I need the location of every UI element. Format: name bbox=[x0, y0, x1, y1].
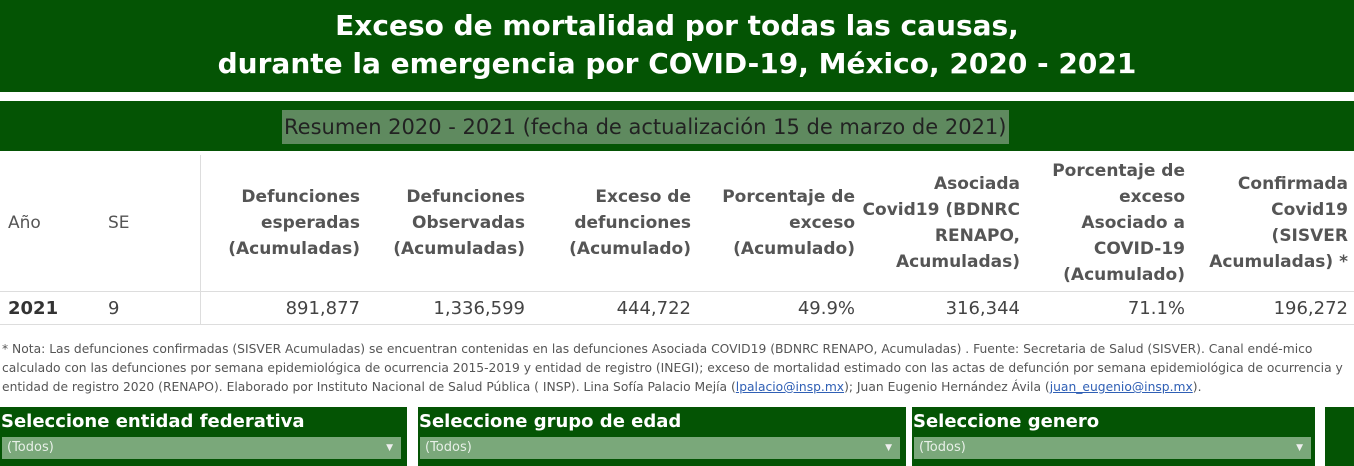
entidad-select-value: (Todos) bbox=[7, 440, 54, 455]
entidad-select[interactable]: (Todos) ▼ bbox=[2, 437, 401, 459]
filter-panel-edge bbox=[1325, 407, 1354, 466]
title-line-2: durante la emergencia por COVID-19, Méxi… bbox=[217, 47, 1137, 80]
table-row: 2021 9 891,877 1,336,599 444,722 49.9% 3… bbox=[0, 291, 1354, 325]
genero-select-value: (Todos) bbox=[919, 440, 966, 455]
dashboard-title: Exceso de mortalidad por todas las causa… bbox=[0, 0, 1354, 92]
filter-entidad: Seleccione entidad federativa (Todos) ▼ bbox=[0, 407, 407, 466]
email-link-palacio[interactable]: lpalacio@insp.mx bbox=[735, 380, 845, 394]
footnote: * Nota: Las defunciones confirmadas (SIS… bbox=[2, 340, 1347, 397]
subtitle-label: Resumen 2020 - 2021 (fecha de actualizac… bbox=[282, 110, 1009, 144]
table-header-row: Año SE Defunciones esperadas (Acumuladas) … bbox=[0, 155, 1354, 292]
chevron-down-icon: ▼ bbox=[1296, 443, 1303, 453]
chevron-down-icon: ▼ bbox=[386, 443, 393, 453]
cell-anio: 2021 bbox=[0, 291, 100, 325]
header-porcentaje: Porcentaje de exceso (Acumulado) bbox=[722, 187, 855, 259]
chevron-down-icon: ▼ bbox=[885, 443, 892, 453]
header-confirmada: Confirmada Covid19 (SISVER Acumuladas) * bbox=[1209, 174, 1348, 272]
edad-select-value: (Todos) bbox=[425, 440, 472, 455]
filter-genero-title: Seleccione genero bbox=[913, 411, 1100, 432]
header-asociada: Asociada Covid19 (BDNRC RENAPO, Acumuladas) bbox=[862, 174, 1020, 272]
cell-se: 9 bbox=[100, 291, 201, 325]
footnote-text-2: ); Juan Eugenio Hernández Ávila ( bbox=[844, 380, 1050, 394]
cell-asociada: 316,344 bbox=[861, 291, 1026, 325]
cell-porcentaje-asociado: 71.1% bbox=[1026, 291, 1191, 325]
cell-esperadas: 891,877 bbox=[200, 291, 366, 325]
header-anio: Año bbox=[8, 213, 41, 233]
footnote-text: * Nota: Las defunciones confirmadas (SIS… bbox=[2, 342, 1343, 394]
filter-entidad-title: Seleccione entidad federativa bbox=[1, 411, 305, 432]
header-porcentaje-asociado: Porcentaje de exceso Asociado a COVID-19 (Ac… bbox=[1052, 161, 1185, 285]
email-link-hernandez[interactable]: juan_eugenio@insp.mx bbox=[1049, 380, 1193, 394]
filter-edad-title: Seleccione grupo de edad bbox=[419, 411, 682, 432]
edad-select[interactable]: (Todos) ▼ bbox=[420, 437, 900, 459]
footnote-text-3: ). bbox=[1192, 380, 1202, 394]
cell-confirmada: 196,272 bbox=[1191, 291, 1354, 325]
cell-observadas: 1,336,599 bbox=[366, 291, 531, 325]
cell-porcentaje: 49.9% bbox=[697, 291, 861, 325]
filter-edad: Seleccione grupo de edad (Todos) ▼ bbox=[418, 407, 906, 466]
cell-exceso: 444,722 bbox=[531, 291, 697, 325]
header-se: SE bbox=[100, 155, 201, 292]
filter-genero: Seleccione genero (Todos) ▼ bbox=[912, 407, 1315, 466]
title-line-1: Exceso de mortalidad por todas las causa… bbox=[335, 9, 1019, 42]
genero-select[interactable]: (Todos) ▼ bbox=[914, 437, 1311, 459]
header-observadas: Defunciones Observadas (Acumuladas) bbox=[393, 187, 525, 259]
summary-table: Año SE Defunciones esperadas (Acumuladas) … bbox=[0, 155, 1354, 325]
header-exceso: Exceso de defunciones (Acumulado) bbox=[569, 187, 691, 259]
header-esperadas: Defunciones esperadas (Acumuladas) bbox=[228, 187, 360, 259]
